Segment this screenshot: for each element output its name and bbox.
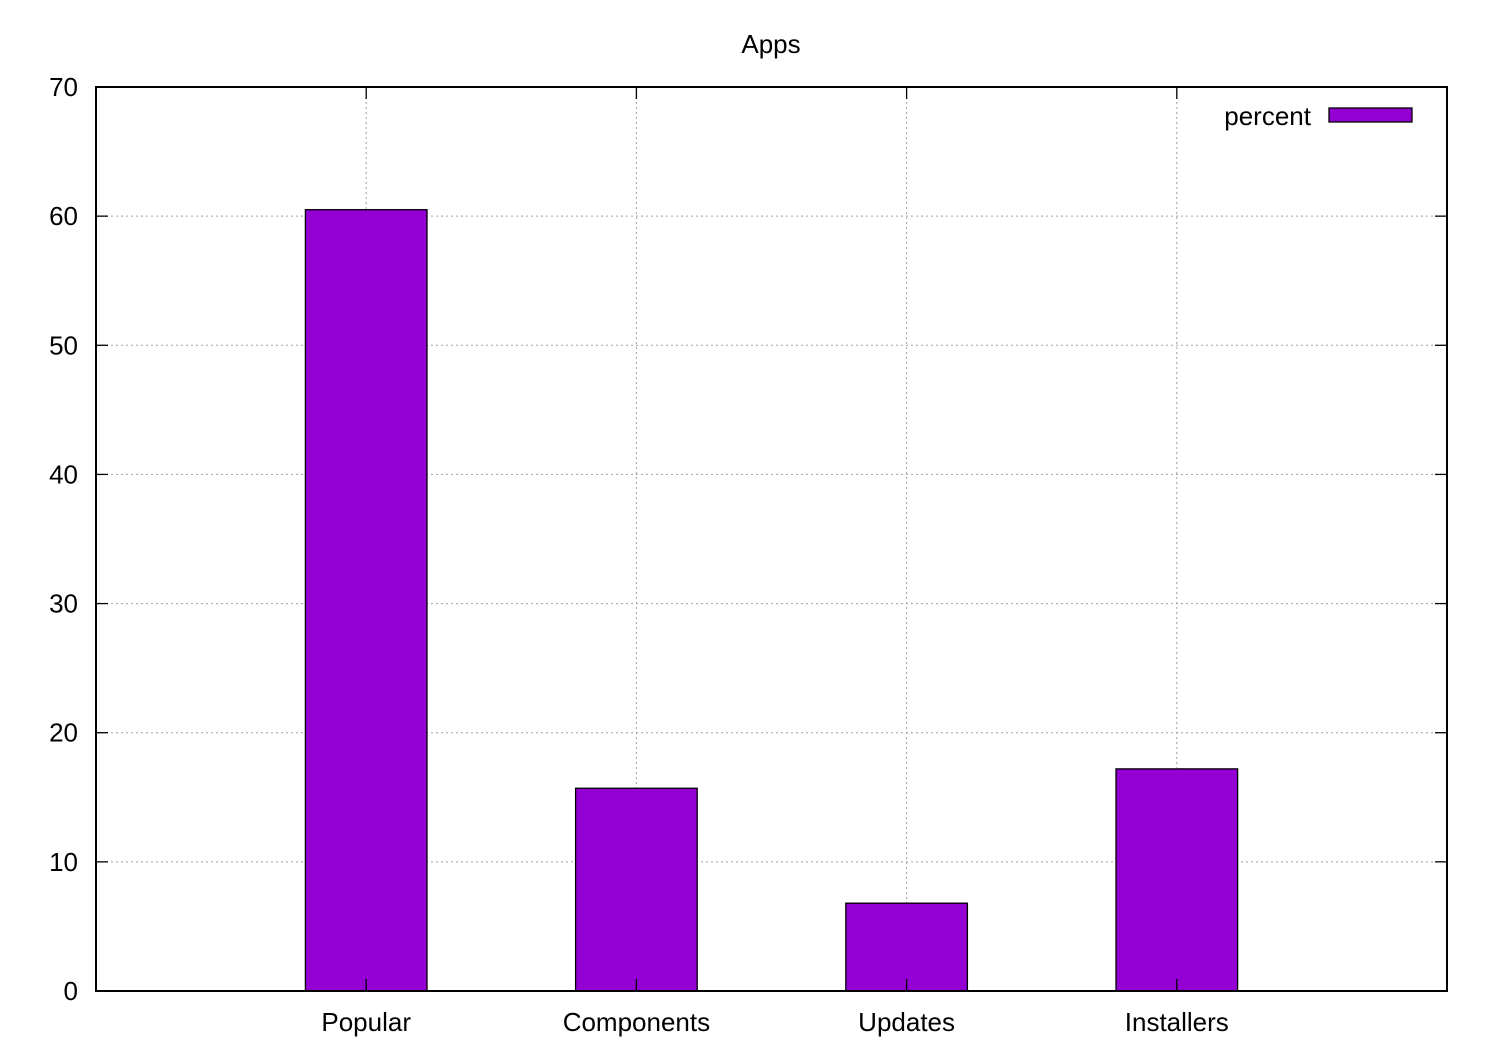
y-tick-label: 60 xyxy=(49,201,78,231)
tick-labels: 0 10 20 30 40 50 60 70 Popular Components Updates I… xyxy=(49,72,1229,1037)
y-tick-label: 0 xyxy=(64,976,78,1006)
bar-updates xyxy=(845,902,969,992)
y-tick-label: 50 xyxy=(49,330,78,360)
y-tick-label: 20 xyxy=(49,718,78,748)
y-tick-label: 40 xyxy=(49,459,78,489)
bar-components xyxy=(574,787,698,992)
y-tick-label: 70 xyxy=(49,72,78,102)
x-tick-label: Components xyxy=(563,1007,710,1037)
y-tick-label: 10 xyxy=(49,847,78,877)
plot-frame xyxy=(95,86,1448,992)
x-tick-label: Popular xyxy=(321,1007,411,1037)
x-tick-label: Updates xyxy=(858,1007,955,1037)
bar-popular xyxy=(304,209,428,992)
x-tick-label: Installers xyxy=(1125,1007,1229,1037)
legend: percent xyxy=(1224,101,1413,131)
legend-swatch xyxy=(1328,107,1413,123)
axis-ticks xyxy=(96,86,1447,992)
y-tick-label: 30 xyxy=(49,589,78,619)
grid-lines xyxy=(96,87,1447,991)
bars xyxy=(304,209,1239,992)
legend-label: percent xyxy=(1224,101,1311,131)
bar-installers xyxy=(1115,768,1239,992)
chart-title: Apps xyxy=(741,29,800,59)
